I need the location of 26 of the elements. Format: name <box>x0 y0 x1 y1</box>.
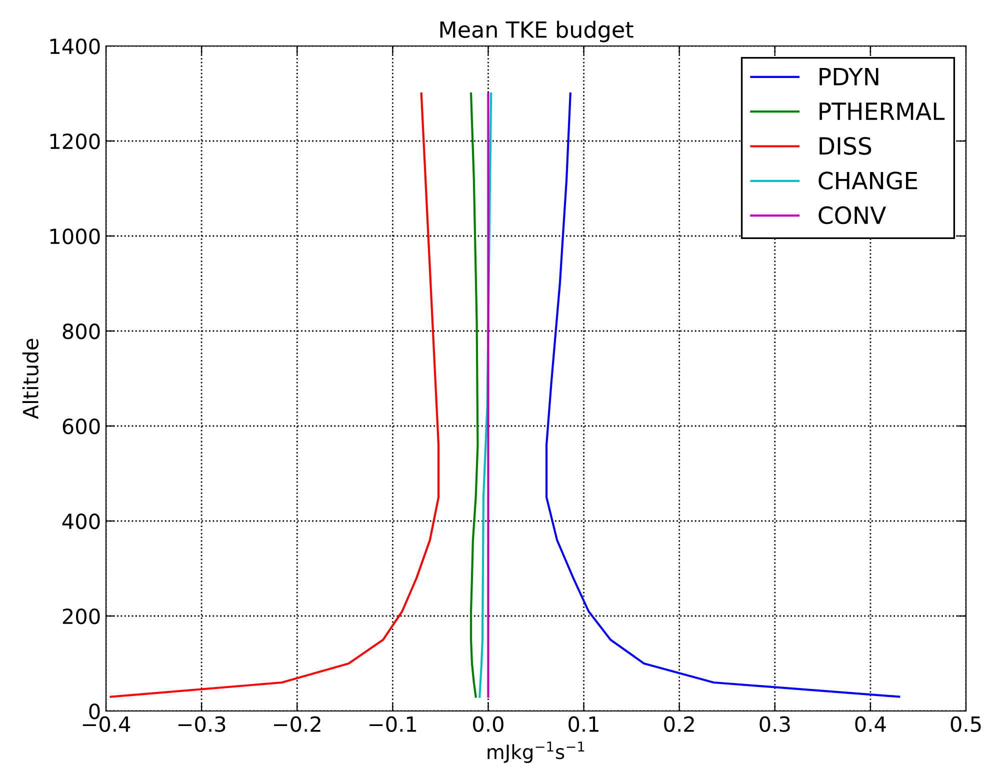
x-tick-label: 0.1 <box>568 716 598 732</box>
legend-label: DISS <box>820 136 872 155</box>
y-tick-label: 600 <box>62 418 100 434</box>
x-tick-label: 0.2 <box>664 716 694 732</box>
legend-label: CHANGE <box>818 172 918 190</box>
x-tick-label: 0.3 <box>760 716 790 732</box>
x-tick-label: 0.4 <box>855 716 886 732</box>
y-tick-label: 1400 <box>50 38 100 54</box>
legend-label: PDYN <box>820 68 878 86</box>
y-tick-label: 400 <box>62 513 100 530</box>
chart-title: Mean TKE budget <box>440 20 634 42</box>
x-axis-title: mJkg$^{−1}$s$^{−1}$ <box>488 742 584 763</box>
x-tick-label: −0.1 <box>370 716 416 732</box>
x-tick-label: 0.0 <box>473 716 504 732</box>
line-series <box>110 92 440 698</box>
y-tick-label: 1000 <box>50 228 100 244</box>
y-tick-label: 200 <box>62 608 100 624</box>
legend-label: PTHERMAL <box>820 102 945 120</box>
legend-label: CONV <box>818 206 886 224</box>
line-series <box>470 92 479 698</box>
y-tick-label: 1200 <box>50 133 100 150</box>
x-tick-label: −0.3 <box>178 716 226 732</box>
x-tick-label: 0.5 <box>950 716 981 732</box>
y-tick-label: 800 <box>62 323 100 340</box>
x-tick-label: −0.2 <box>274 716 320 732</box>
y-axis-title: Altitude <box>22 338 39 420</box>
